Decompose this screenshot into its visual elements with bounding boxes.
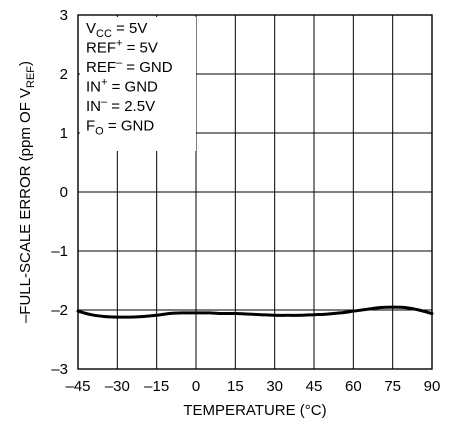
condition-line: IN+ = GND: [86, 77, 158, 96]
y-tick-label: 1: [60, 125, 68, 142]
condition-line: REF– = GND: [86, 57, 173, 76]
x-tick-label: 30: [266, 378, 283, 395]
plot-frame: [77, 14, 433, 370]
x-axis-label: TEMPERATURE (°C): [183, 402, 326, 419]
y-axis-label-main: –FULL-SCALE ERROR (ppm OF V: [17, 88, 34, 323]
x-tick-label: –45: [65, 378, 90, 395]
condition-line: REF+ = 5V: [86, 38, 158, 57]
x-tick-label: 90: [424, 378, 441, 395]
x-tick-label: 75: [384, 378, 401, 395]
y-tick-label: 0: [60, 184, 68, 201]
x-tick-labels: –45 –30 –15 0 15 30 45 60 75 90: [65, 378, 440, 395]
y-tick-label: 3: [60, 7, 68, 24]
y-axis-label-end: ): [17, 61, 34, 66]
condition-line: VCC = 5V: [86, 20, 147, 40]
series-line: [76, 305, 434, 319]
conditions-background: [80, 17, 196, 151]
x-tick-label: 0: [192, 378, 200, 395]
condition-line: FO = GND: [86, 118, 154, 138]
condition-line: IN– = 2.5V: [86, 96, 155, 115]
y-tick-label: –2: [51, 302, 68, 319]
x-tick-label: –30: [105, 378, 130, 395]
y-axis-label: –FULL-SCALE ERROR (ppm OF VREF): [17, 61, 37, 323]
x-tick-label: 15: [227, 378, 244, 395]
y-tick-labels: 3 2 1 0 –1 –2 –3: [51, 7, 68, 378]
y-tick-label: –1: [51, 243, 68, 260]
y-tick-label: –3: [51, 361, 68, 378]
x-tick-label: –15: [144, 378, 169, 395]
y-axis-label-sub: REF: [25, 66, 37, 88]
x-tick-label: 45: [306, 378, 323, 395]
y-tick-label: 2: [60, 66, 68, 83]
x-tick-label: 60: [345, 378, 362, 395]
